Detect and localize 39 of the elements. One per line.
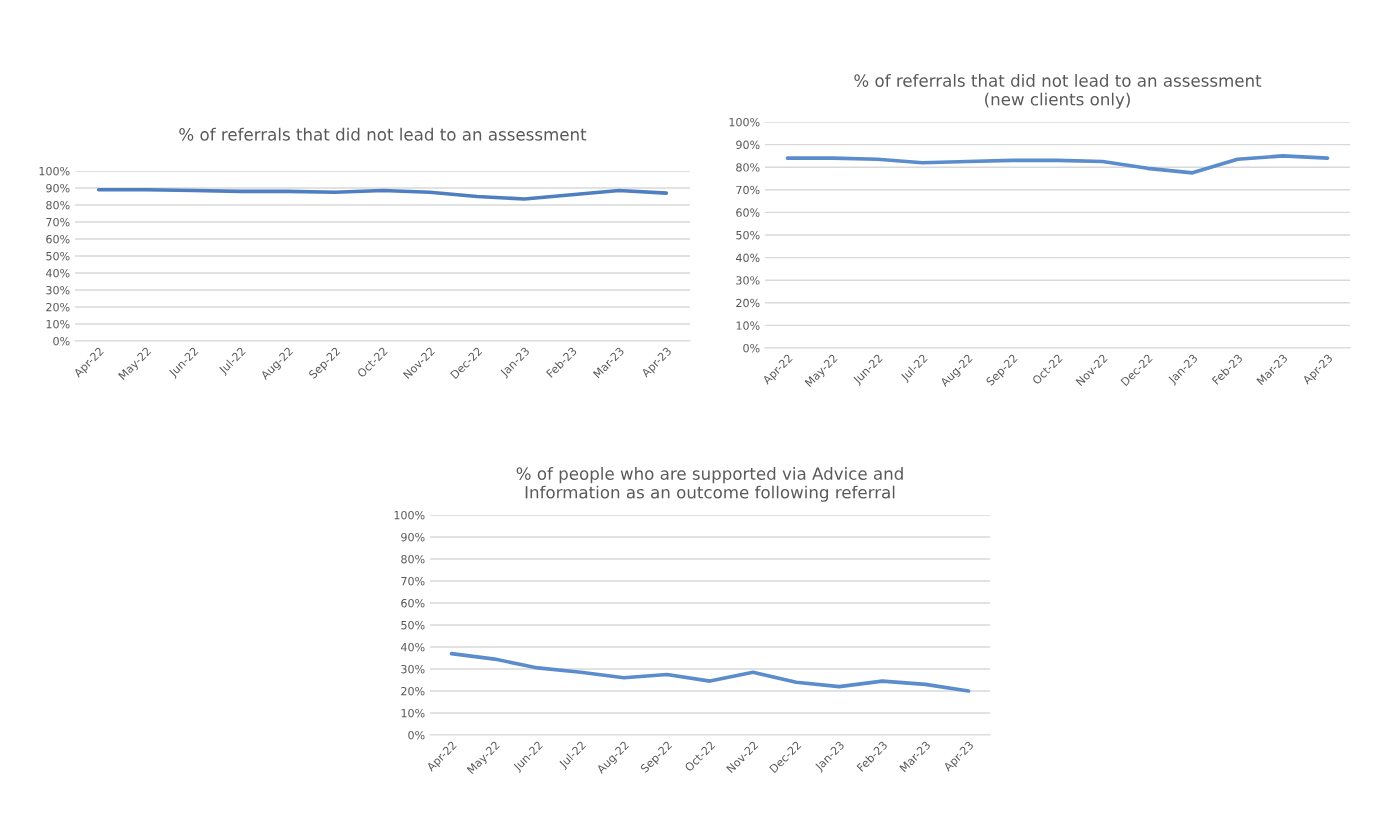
y-tick-label: 70% (736, 185, 760, 195)
y-tick-label: 30% (46, 285, 70, 295)
y-tick-label: 20% (736, 298, 760, 308)
y-tick-label: 20% (46, 302, 70, 312)
y-tick-label: 50% (401, 620, 425, 630)
chart-title: % of people who are supported via Advice and Information as an outcome following referral (516, 467, 903, 502)
y-tick-label: 70% (401, 576, 425, 586)
y-tick-label: 0% (408, 730, 425, 740)
y-tick-label: 30% (401, 664, 425, 674)
chart-title: % of referrals that did not lead to an assessment (new clients only) (854, 74, 1262, 109)
y-tick-label: 10% (401, 708, 425, 718)
y-tick-label: 90% (46, 183, 70, 193)
y-tick-label: 40% (45, 268, 70, 278)
y-tick-label: 10% (46, 319, 70, 329)
y-tick-label: 60% (46, 234, 70, 244)
line-series (449, 651, 971, 693)
y-tick-label: 90% (736, 140, 760, 149)
y-tick-label: 10% (736, 321, 760, 330)
y-tick-label: 80% (736, 163, 760, 172)
y-tick-label: 100% (394, 510, 425, 520)
y-tick-label: 80% (46, 200, 70, 210)
y-tick-label: 40% (400, 642, 425, 652)
y-tick-label: 100% (729, 117, 760, 127)
line-series (96, 187, 669, 201)
y-tick-label: 30% (736, 276, 760, 285)
line-series (785, 154, 1330, 175)
y-tick-label: 40% (735, 253, 760, 262)
y-tick-label: 70% (46, 217, 70, 227)
y-tick-label: 0% (53, 336, 70, 346)
y-tick-label: 60% (736, 208, 760, 217)
y-tick-label: 80% (401, 554, 425, 564)
y-tick-label: 60% (401, 598, 425, 608)
y-tick-label: 100% (39, 166, 70, 176)
y-tick-label: 90% (401, 532, 425, 542)
y-tick-label: 20% (401, 686, 425, 696)
y-tick-label: 50% (46, 251, 70, 261)
y-tick-label: 50% (736, 230, 760, 240)
chart-title: % of referrals that did not lead to an assessment (179, 127, 587, 141)
y-tick-label: 0% (743, 343, 760, 353)
